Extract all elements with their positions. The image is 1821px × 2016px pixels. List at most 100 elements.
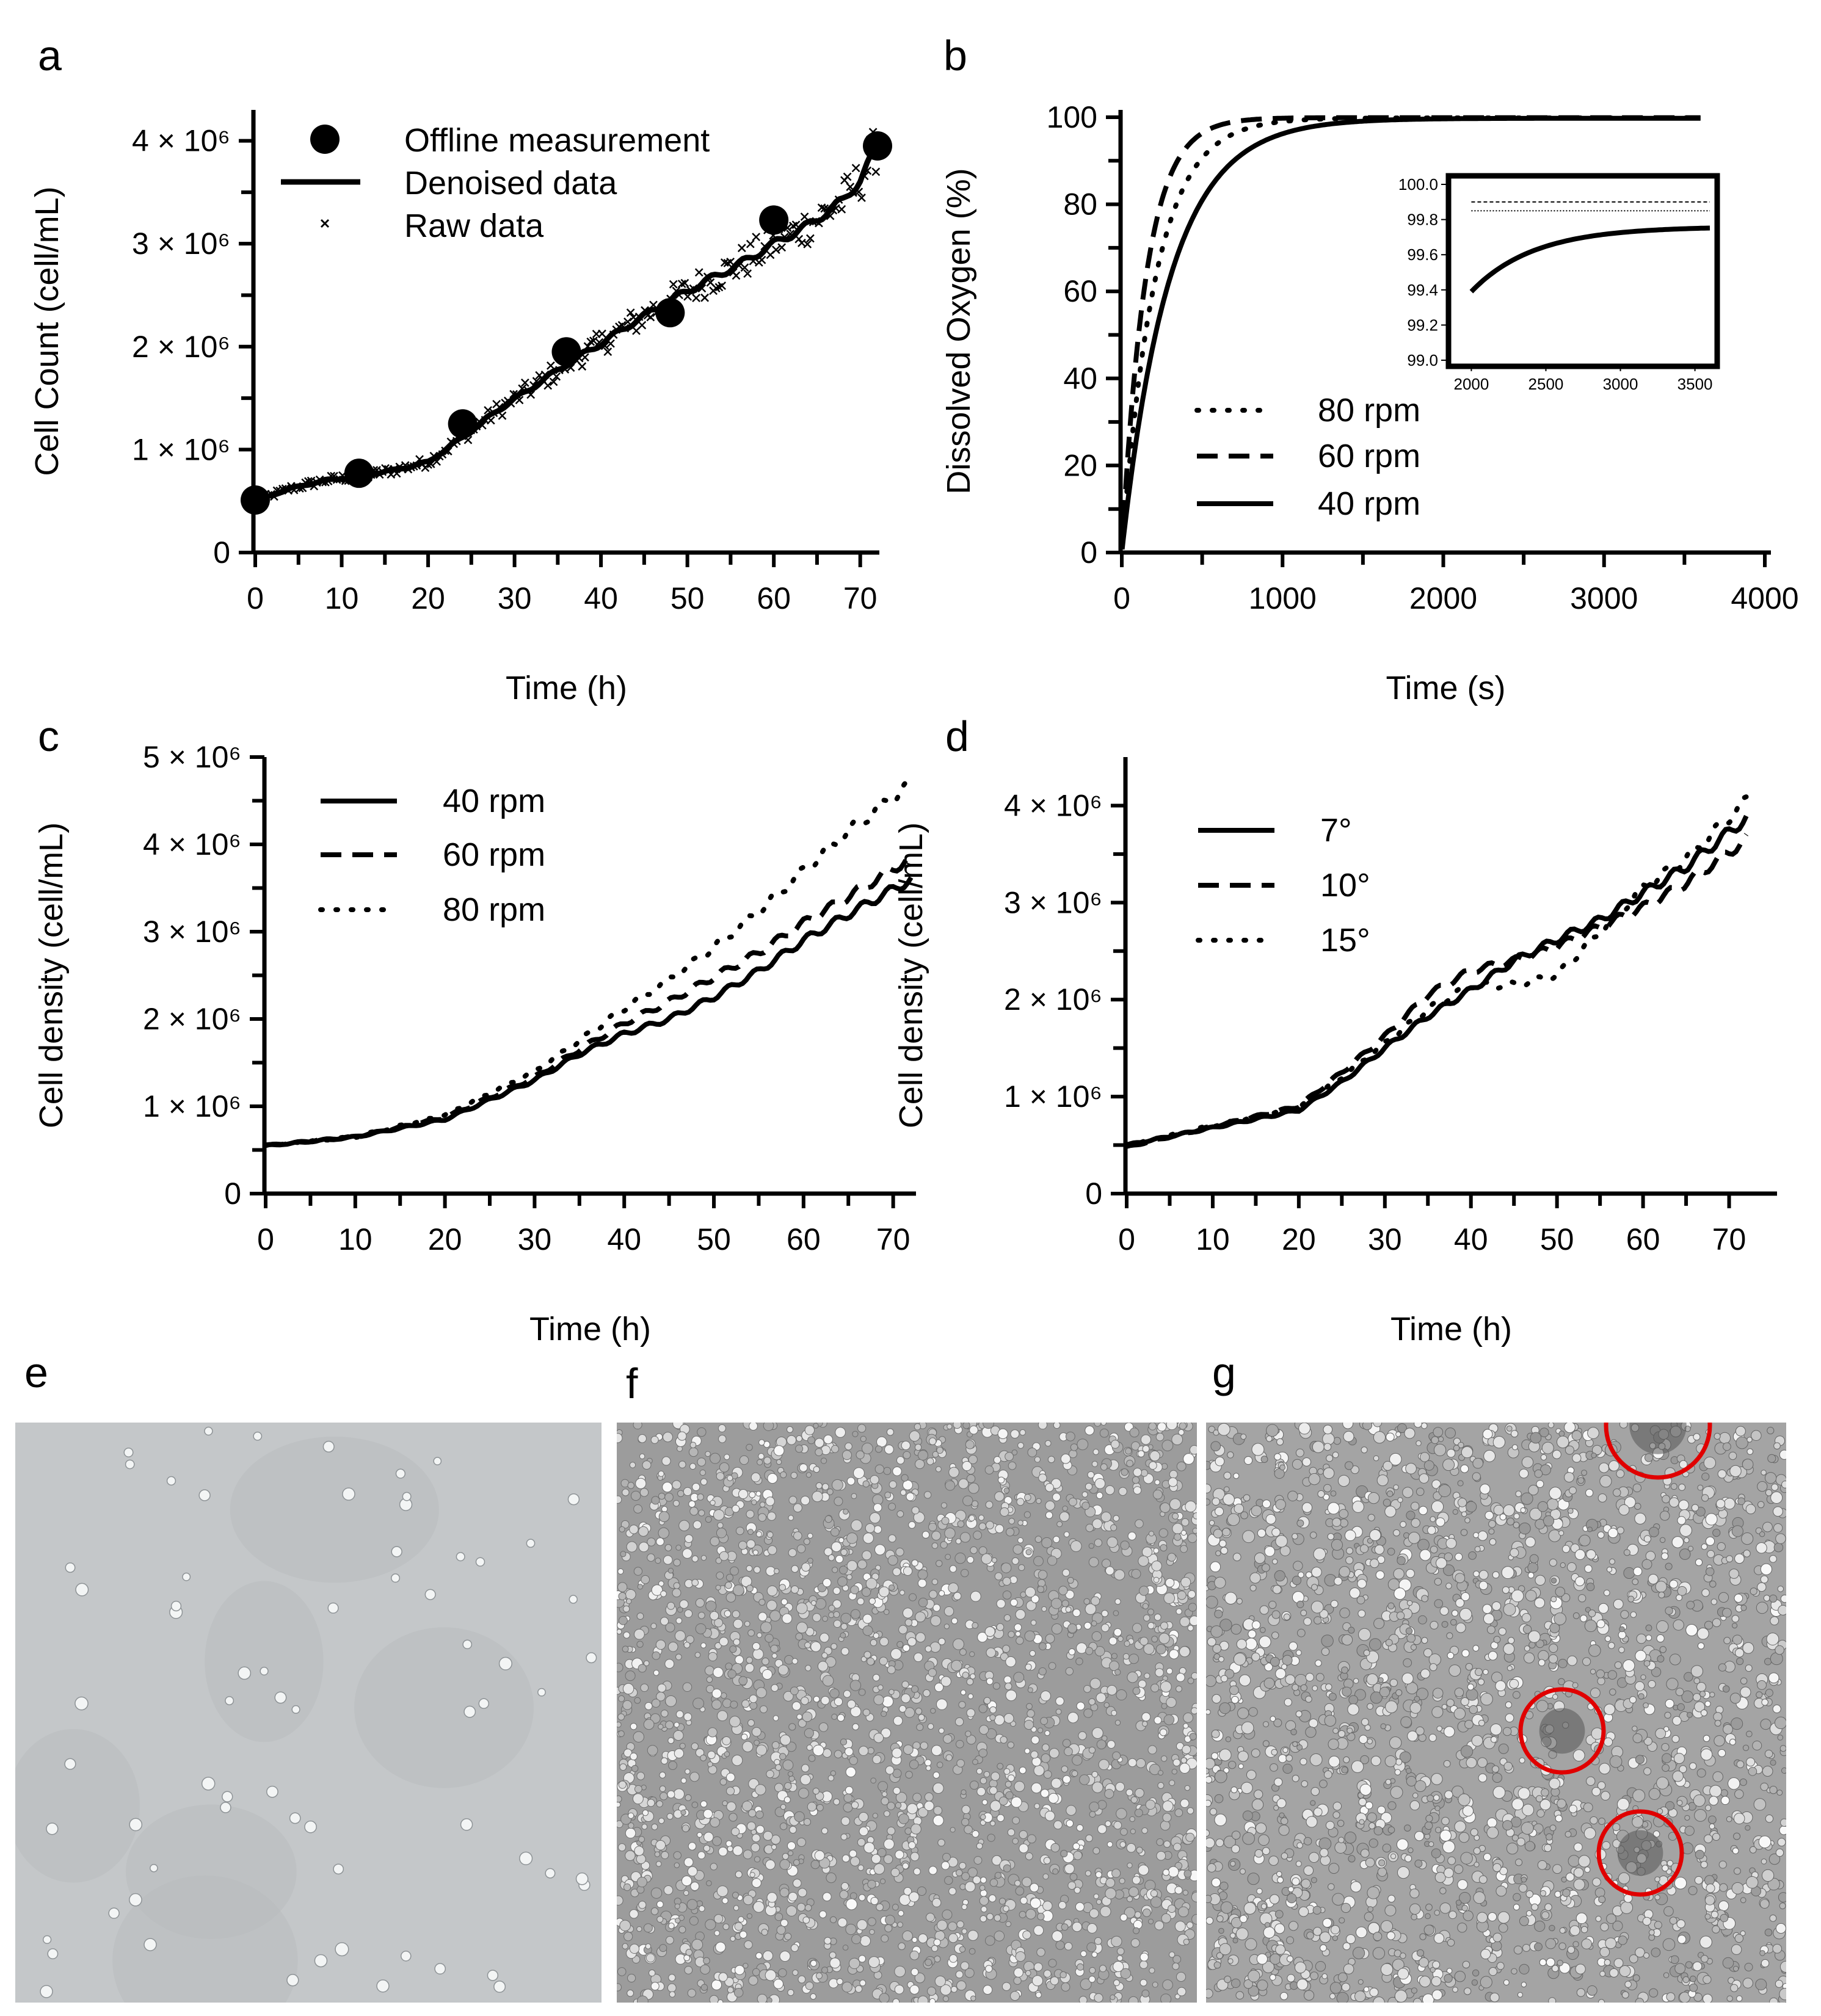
cell xyxy=(617,1582,628,1592)
cell xyxy=(1222,1528,1231,1537)
cell xyxy=(758,1439,765,1446)
cell xyxy=(881,1934,889,1943)
cell xyxy=(1191,1707,1197,1714)
cell xyxy=(703,1832,714,1842)
cell xyxy=(881,1797,889,1805)
cell xyxy=(1147,1622,1155,1630)
cell xyxy=(822,1675,834,1687)
cell xyxy=(1406,1510,1416,1520)
cell xyxy=(892,1904,899,1911)
cell xyxy=(1132,1687,1141,1695)
cell xyxy=(1187,1533,1197,1543)
cell xyxy=(839,1890,849,1899)
cell xyxy=(763,1830,773,1841)
cell xyxy=(1412,1998,1422,2003)
cell xyxy=(731,1827,740,1837)
cell xyxy=(1270,1763,1278,1772)
cell xyxy=(1219,1881,1229,1891)
cell xyxy=(1460,1745,1474,1758)
cell xyxy=(42,1935,52,1945)
cell xyxy=(786,1905,798,1916)
x-tick-label: 10 xyxy=(1196,1222,1230,1256)
cell xyxy=(984,1935,995,1946)
cell xyxy=(655,1840,666,1851)
cell xyxy=(903,1744,914,1755)
cell xyxy=(711,1688,722,1699)
cell xyxy=(638,1542,649,1553)
cell xyxy=(1506,1425,1513,1432)
cell xyxy=(1105,1485,1115,1495)
cell xyxy=(1088,1976,1096,1983)
cell xyxy=(787,1771,794,1777)
cell xyxy=(1434,1805,1441,1811)
cell xyxy=(1623,1549,1630,1556)
inset-x-tick-label: 2000 xyxy=(1453,375,1489,393)
cell xyxy=(629,1909,639,1919)
cell xyxy=(857,1597,865,1606)
cell xyxy=(688,1500,696,1508)
cell xyxy=(647,1745,658,1756)
cell xyxy=(827,1775,835,1782)
cell xyxy=(1094,1423,1102,1427)
cell xyxy=(1455,1573,1466,1584)
cell xyxy=(1270,1656,1280,1667)
cell xyxy=(1284,1698,1292,1706)
cell xyxy=(1597,1677,1605,1686)
cell xyxy=(1114,1669,1121,1676)
cell xyxy=(909,1950,920,1960)
cell xyxy=(977,1631,988,1643)
cell xyxy=(879,1656,888,1666)
cell xyxy=(1618,1872,1630,1885)
cell xyxy=(681,1875,692,1887)
cell xyxy=(744,1663,755,1673)
cell xyxy=(1603,1589,1610,1597)
raw-data-point xyxy=(626,308,635,317)
cell xyxy=(1757,1680,1767,1690)
cell xyxy=(810,1860,820,1869)
cell xyxy=(1322,1432,1335,1446)
cell xyxy=(796,1902,806,1912)
cell xyxy=(747,1529,754,1536)
cell xyxy=(1368,1838,1378,1848)
cell xyxy=(1038,1423,1048,1430)
cell xyxy=(1282,1655,1293,1666)
x-tick-label: 60 xyxy=(757,581,791,615)
cell xyxy=(912,1793,922,1802)
cell xyxy=(1455,1899,1462,1906)
cell xyxy=(771,1653,777,1659)
cell xyxy=(1000,1507,1009,1517)
cell xyxy=(1001,1562,1012,1573)
cell xyxy=(1163,1840,1171,1848)
cell xyxy=(1404,1427,1416,1439)
cell xyxy=(1558,1530,1565,1536)
cell xyxy=(967,1867,978,1877)
cell xyxy=(1259,1605,1269,1615)
cell xyxy=(832,1479,843,1491)
cell xyxy=(892,1998,900,2003)
cell xyxy=(658,1527,670,1539)
legend-marker-raw xyxy=(320,219,330,228)
cell xyxy=(1669,1579,1678,1589)
cell xyxy=(631,1764,639,1772)
cell xyxy=(1219,1702,1231,1714)
cell xyxy=(1779,1902,1786,1910)
cell xyxy=(1731,1615,1740,1623)
cell xyxy=(1153,1576,1160,1583)
cell xyxy=(1351,1760,1364,1773)
cell xyxy=(1332,1451,1339,1459)
cell xyxy=(1604,1703,1615,1716)
cell xyxy=(1323,1484,1332,1493)
cell xyxy=(1156,1838,1164,1846)
cell xyxy=(1231,1830,1241,1840)
cell xyxy=(1561,1593,1571,1603)
cell xyxy=(943,1734,953,1744)
cell xyxy=(1773,1506,1783,1517)
cell xyxy=(1390,1786,1403,1799)
cell xyxy=(1180,1757,1187,1764)
cell xyxy=(951,1617,958,1625)
cell xyxy=(1206,1776,1213,1784)
cell xyxy=(1690,1665,1703,1678)
cell xyxy=(668,1761,678,1771)
cell xyxy=(1181,1518,1190,1526)
cell xyxy=(1359,1819,1365,1825)
